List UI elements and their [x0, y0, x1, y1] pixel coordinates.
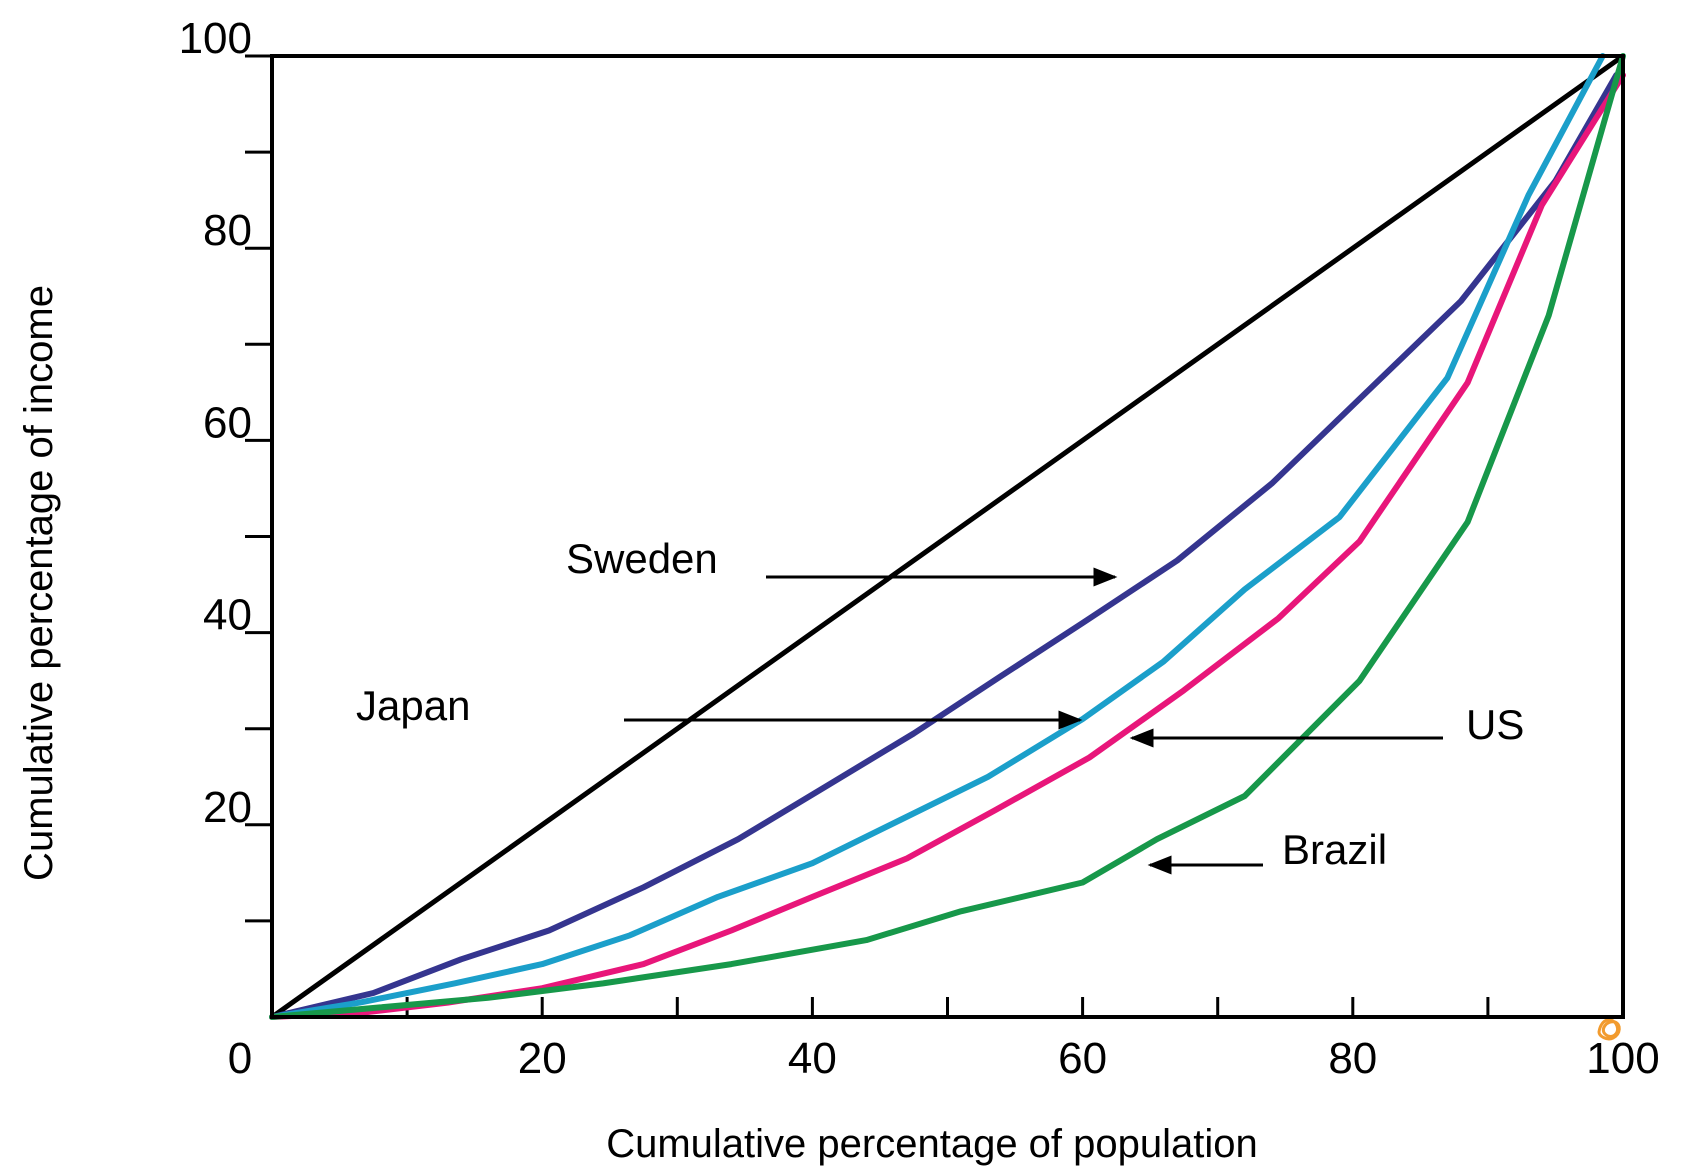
annotations: Sweden Japan US Brazil	[356, 535, 1524, 875]
tick-labels: 0 20 40 60 80 100 20 40 60 80 100	[179, 14, 1660, 1083]
series-line-japan	[269, 53, 1606, 1020]
x-tick-label: 100	[1586, 1034, 1659, 1083]
y-tick-label: 60	[203, 398, 252, 447]
series-line-equality	[269, 53, 1626, 1020]
x-axis-title: Cumulative percentage of population	[606, 1122, 1258, 1166]
orange-scribble-icon	[1597, 1018, 1621, 1041]
series-lines	[269, 53, 1626, 1020]
y-tick-label: 40	[203, 591, 252, 640]
y-tick-label: 80	[203, 206, 252, 255]
series-line-brazil	[269, 53, 1626, 1020]
plot-frame	[270, 54, 1625, 1019]
axis-ticks	[245, 54, 1490, 1017]
annotation-label-brazil: Brazil	[1282, 826, 1387, 873]
y-axis-title: Cumulative percentage of income	[17, 285, 61, 881]
x-tick-label: 40	[788, 1034, 837, 1083]
x-tick-label: 20	[518, 1034, 567, 1083]
x-tick-label: 60	[1058, 1034, 1107, 1083]
marker-layer	[1597, 1018, 1621, 1041]
y-tick-label: 20	[203, 783, 252, 832]
annotation-label-us: US	[1466, 701, 1524, 748]
x-tick-label: 80	[1328, 1034, 1377, 1083]
annotation-label-japan: Japan	[356, 682, 470, 729]
y-tick-label: 100	[179, 14, 252, 63]
annotation-label-sweden: Sweden	[566, 535, 718, 582]
x-tick-label: 0	[228, 1034, 252, 1083]
series-line-sweden	[269, 72, 1620, 1020]
